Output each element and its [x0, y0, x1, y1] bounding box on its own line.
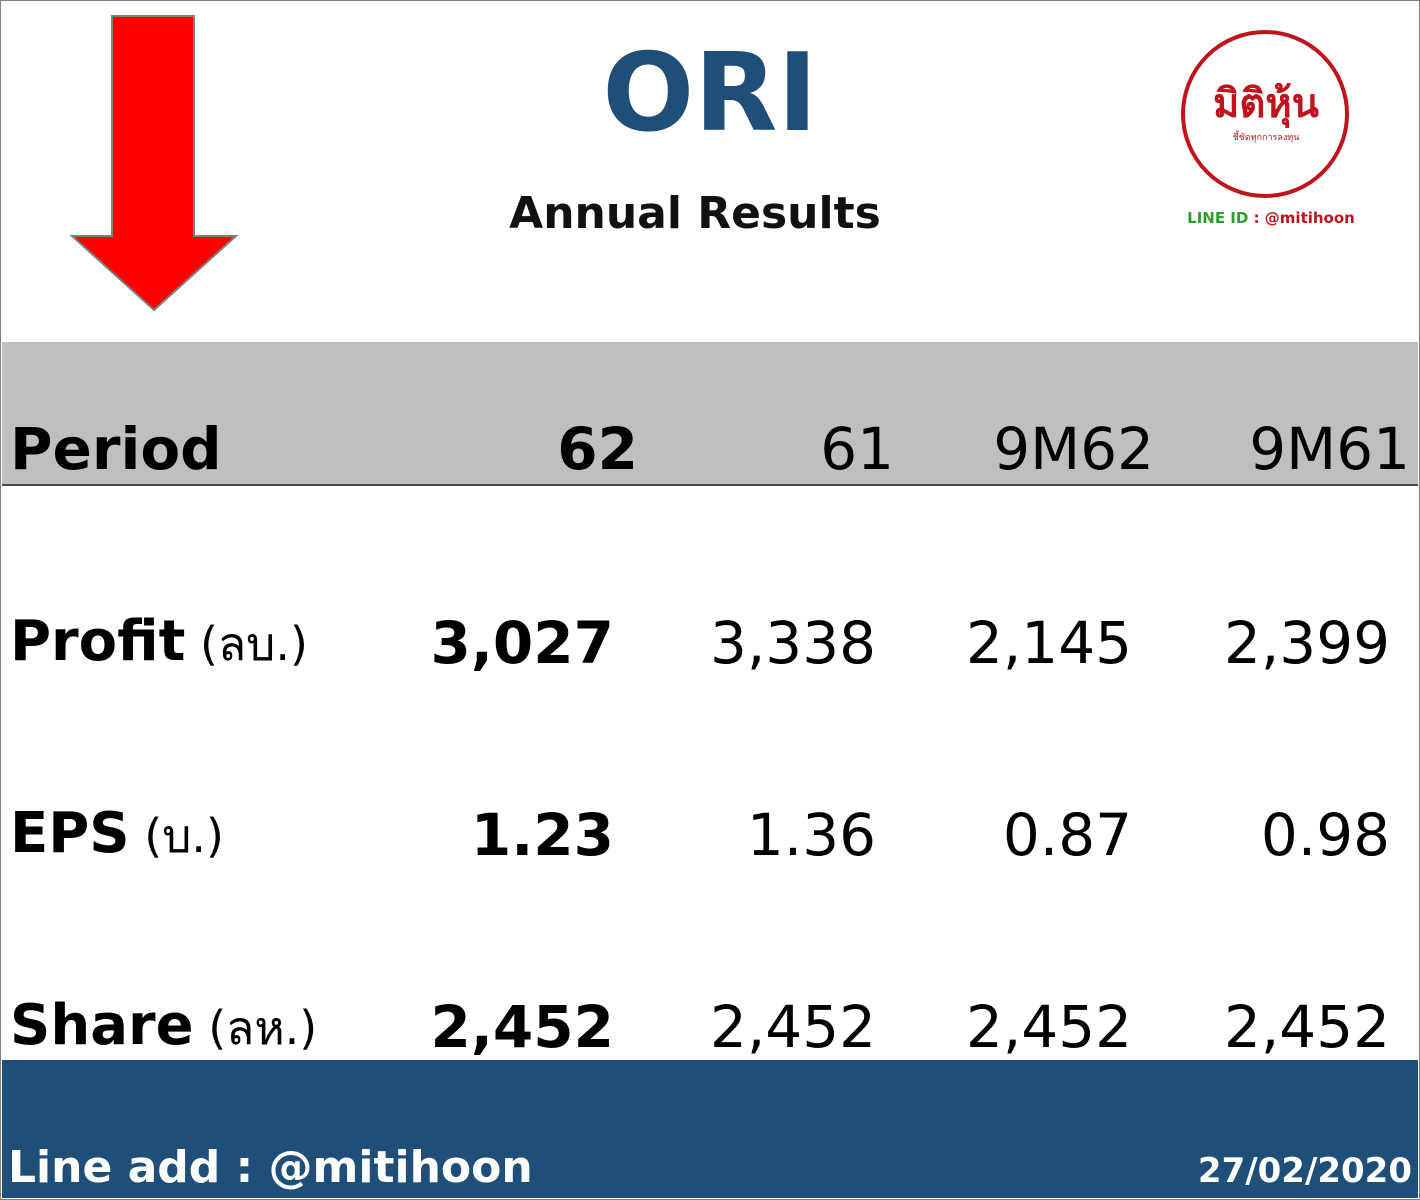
eps-9m62: 0.87	[1002, 801, 1132, 869]
profit-label: Profit	[10, 609, 186, 674]
footer-date: 27/02/2020	[1197, 1151, 1412, 1191]
eps-unit: (บ.)	[129, 809, 224, 863]
footer-band	[2, 1060, 1418, 1198]
footer-line-add: Line add : @mitihoon	[8, 1142, 533, 1193]
share-62: 2,452	[430, 993, 614, 1061]
row-label-profit: Profit (ลบ.)	[10, 614, 308, 670]
row-label-share: Share (ลห.)	[10, 998, 317, 1054]
eps-61: 1.36	[746, 801, 876, 869]
share-61: 2,452	[709, 993, 876, 1061]
profit-61: 3,338	[709, 609, 876, 677]
eps-9m61: 0.98	[1260, 801, 1390, 869]
report-subtitle: Annual Results	[509, 188, 881, 239]
profit-62: 3,027	[430, 609, 614, 677]
col-header-61: 61	[820, 415, 894, 483]
logo-circle	[1181, 30, 1349, 198]
eps-62: 1.23	[470, 801, 614, 869]
profit-unit: (ลบ.)	[185, 617, 308, 671]
share-label: Share	[10, 993, 194, 1058]
eps-label: EPS	[10, 801, 130, 866]
line-id-label: LINE ID	[1187, 209, 1249, 227]
table-header-band	[2, 342, 1418, 486]
period-header: Period	[10, 415, 222, 483]
brand-logo: มิติหุ้น ชี้ชัดทุกการลงทุน LINE ID : @mi…	[1178, 28, 1364, 238]
profit-9m62: 2,145	[965, 609, 1132, 677]
line-id-sep: :	[1248, 209, 1265, 227]
share-unit: (ลห.)	[193, 1001, 318, 1055]
down-arrow-icon	[69, 15, 239, 312]
logo-line-id: LINE ID : @mitihoon	[1178, 209, 1364, 227]
logo-wordmark: มิติหุ้น	[1212, 80, 1320, 127]
logo-tagline: ชี้ชัดทุกการลงทุน	[1232, 133, 1300, 143]
ticker-title: ORI	[602, 31, 818, 156]
col-header-9m62: 9M62	[993, 415, 1154, 483]
share-9m62: 2,452	[965, 993, 1132, 1061]
col-header-9m61: 9M61	[1249, 415, 1410, 483]
row-label-eps: EPS (บ.)	[10, 806, 224, 862]
share-9m61: 2,452	[1223, 993, 1390, 1061]
line-id-handle: @mitihoon	[1264, 209, 1355, 227]
profit-9m61: 2,399	[1223, 609, 1390, 677]
col-header-62: 62	[557, 415, 638, 483]
